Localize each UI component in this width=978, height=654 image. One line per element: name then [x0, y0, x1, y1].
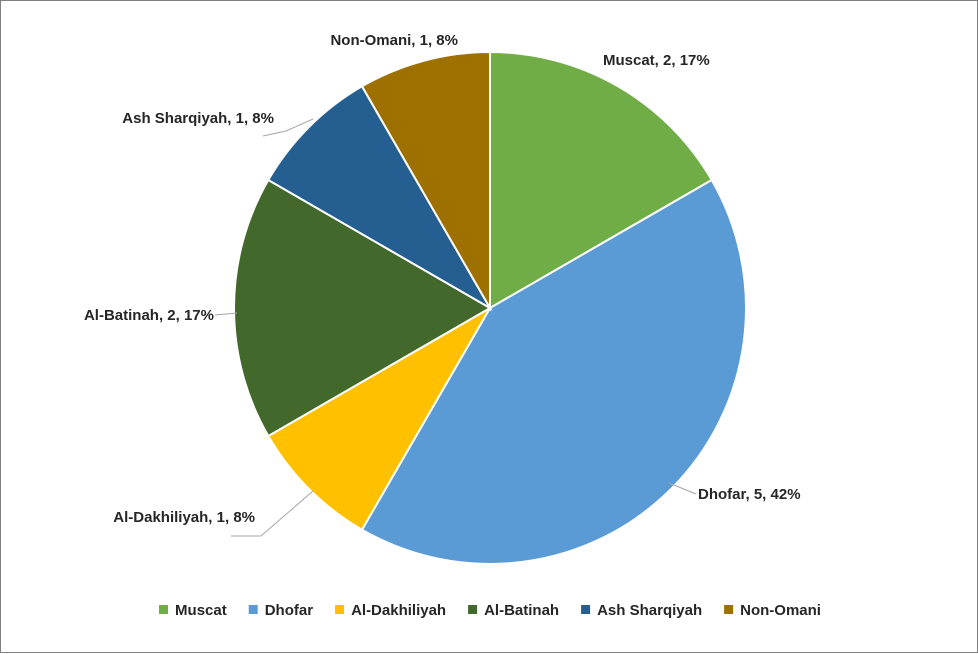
- legend-label-ash-sharqiyah: Ash Sharqiyah: [597, 602, 702, 619]
- data-label-non-omani: Non-Omani, 1, 8%: [330, 32, 458, 49]
- legend: Muscat Dhofar Al-Dakhiliyah Al-Batinah Ash S…: [159, 602, 821, 619]
- leader-line-ash-sharqiyah: [262, 118, 314, 137]
- legend-swatch-muscat: [159, 605, 169, 614]
- pie-slice-muscat: [489, 50, 714, 310]
- legend-item-non-omani: Non-Omani: [724, 602, 821, 619]
- legend-label-dhofar: Dhofar: [265, 602, 313, 619]
- pie-slice-dhofar: [360, 178, 747, 565]
- legend-item-dhofar: Dhofar: [248, 602, 313, 619]
- legend-swatch-non-omani: [724, 605, 734, 614]
- data-label-al-batinah: Al-Batinah, 2, 17%: [84, 307, 214, 324]
- legend-item-al-batinah: Al-Batinah: [468, 602, 559, 619]
- pie-slice-al-dakhiliyah: [266, 305, 493, 532]
- legend-label-al-batinah: Al-Batinah: [484, 602, 559, 619]
- pie-slice-al-batinah: [233, 178, 492, 438]
- data-label-dhofar: Dhofar, 5, 42%: [698, 486, 801, 503]
- legend-label-non-omani: Non-Omani: [740, 602, 821, 619]
- data-label-al-dakhiliyah: Al-Dakhiliyah, 1, 8%: [113, 509, 255, 526]
- pie-slice-ash-sharqiyah: [266, 84, 493, 311]
- legend-swatch-al-batinah: [468, 605, 478, 614]
- data-label-ash-sharqiyah: Ash Sharqiyah, 1, 8%: [122, 110, 274, 127]
- legend-item-muscat: Muscat: [159, 602, 227, 619]
- leader-line-al-batinah: [214, 312, 238, 316]
- leader-line-dhofar: [668, 482, 697, 495]
- data-labels: Muscat, 2, 17% Dhofar, 5, 42% Al-Dakhiliya…: [84, 32, 801, 526]
- pie-slices: [233, 50, 747, 565]
- leader-lines: [214, 118, 697, 537]
- legend-swatch-dhofar: [248, 605, 258, 614]
- legend-label-al-dakhiliyah: Al-Dakhiliyah: [351, 602, 446, 619]
- legend-swatch-ash-sharqiyah: [581, 605, 591, 614]
- pie-slice-non-omani: [360, 50, 491, 312]
- legend-item-al-dakhiliyah: Al-Dakhiliyah: [335, 602, 446, 619]
- data-label-muscat: Muscat, 2, 17%: [603, 52, 710, 69]
- leader-line-al-dakhiliyah: [231, 490, 314, 537]
- legend-label-muscat: Muscat: [175, 602, 227, 619]
- legend-item-ash-sharqiyah: Ash Sharqiyah: [581, 602, 702, 619]
- legend-swatch-al-dakhiliyah: [335, 605, 345, 614]
